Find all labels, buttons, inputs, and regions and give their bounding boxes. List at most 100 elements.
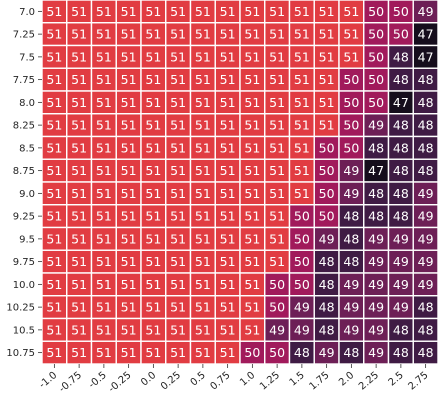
cell-value-label: 51: [195, 95, 211, 110]
cell-value-label: 49: [393, 277, 409, 292]
cell-value-label: 51: [145, 95, 161, 110]
cell-value-label: 49: [393, 231, 409, 246]
cell-value-label: 51: [269, 72, 285, 87]
cell-value-label: 49: [393, 254, 409, 269]
cell-value-label: 47: [418, 27, 434, 42]
cell-value-label: 51: [244, 118, 260, 133]
cell-value-label: 51: [195, 254, 211, 269]
x-tick-label: 1.5: [288, 370, 307, 389]
cell-value-label: 51: [269, 163, 285, 178]
y-tick-label: 10.5: [13, 325, 35, 336]
x-tick-label: -0.25: [107, 370, 134, 395]
cell-value-label: 50: [343, 118, 359, 133]
cell-value-label: 51: [46, 300, 62, 315]
cell-value-label: 51: [170, 254, 186, 269]
cell-value-label: 51: [121, 209, 137, 224]
cell-value-label: 49: [343, 300, 359, 315]
cell-value-label: 51: [319, 72, 335, 87]
y-tick-label: 8.5: [19, 143, 35, 154]
cell-value-label: 51: [71, 209, 87, 224]
cell-value-label: 48: [393, 322, 409, 337]
cell-value-label: 48: [418, 140, 434, 155]
y-tick-label: 7.0: [19, 7, 35, 18]
cell-value-label: 49: [418, 254, 434, 269]
cell-value-label: 51: [244, 254, 260, 269]
cell-value-label: 48: [418, 322, 434, 337]
cell-value-label: 51: [170, 209, 186, 224]
x-tick-label: 0.5: [189, 370, 208, 389]
cell-value-label: 51: [220, 49, 236, 64]
y-tick-label: 7.25: [13, 30, 35, 41]
cell-value-label: 51: [244, 277, 260, 292]
cell-value-label: 51: [46, 277, 62, 292]
cell-value-label: 51: [269, 186, 285, 201]
x-tick-label: -0.75: [57, 370, 84, 395]
cell-value-label: 51: [96, 118, 112, 133]
cell-value-label: 51: [121, 95, 137, 110]
y-tick-label: 8.25: [13, 121, 35, 132]
cell-value-label: 48: [418, 345, 434, 360]
cell-value-label: 51: [96, 254, 112, 269]
cell-value-label: 51: [71, 49, 87, 64]
cell-value-label: 51: [269, 118, 285, 133]
cell-value-label: 51: [244, 49, 260, 64]
cell-value-label: 51: [46, 209, 62, 224]
y-tick-label: 10.75: [6, 348, 35, 359]
cell-value-label: 50: [294, 209, 310, 224]
cell-value-label: 51: [170, 322, 186, 337]
cell-value-label: 51: [121, 163, 137, 178]
cell-value-label: 47: [368, 163, 384, 178]
cell-value-label: 51: [170, 140, 186, 155]
cell-value-label: 51: [121, 72, 137, 87]
cell-value-label: 50: [319, 209, 335, 224]
cell-value-label: 51: [244, 322, 260, 337]
cell-value-label: 51: [244, 140, 260, 155]
cell-value-label: 48: [319, 322, 335, 337]
cell-value-label: 51: [145, 27, 161, 42]
cell-value-label: 51: [244, 72, 260, 87]
cell-value-label: 51: [96, 163, 112, 178]
cell-value-label: 50: [294, 254, 310, 269]
cell-value-label: 51: [71, 254, 87, 269]
cell-value-label: 51: [244, 95, 260, 110]
y-axis-tick-labels: 7.0 7.25 7.5 7.75 8.0 8.25 8.5 8.75 9.0 9.25 9.5 9.…: [6, 7, 42, 359]
cell-value-label: 51: [244, 186, 260, 201]
cell-value-label: 51: [195, 186, 211, 201]
cell-value-label: 48: [393, 49, 409, 64]
x-axis-tick-labels: -1.0-0.75 -0.5-0.25 0.0 0.25 0.5 0.75 1.0 1.25 1…: [37, 364, 431, 395]
cell-value-label: 51: [170, 4, 186, 19]
cell-value-label: 51: [195, 300, 211, 315]
cell-value-label: 50: [343, 95, 359, 110]
cell-value-label: 51: [269, 95, 285, 110]
cell-value-label: 51: [220, 345, 236, 360]
cell-value-label: 51: [195, 322, 211, 337]
cell-value-label: 51: [71, 140, 87, 155]
cell-value-label: 51: [121, 345, 137, 360]
cell-value-label: 51: [319, 4, 335, 19]
cell-value-label: 50: [294, 231, 310, 246]
cell-value-label: 51: [269, 49, 285, 64]
cell-value-label: 48: [393, 186, 409, 201]
cell-value-label: 51: [96, 95, 112, 110]
cell-value-label: 49: [368, 231, 384, 246]
cell-value-label: 51: [71, 72, 87, 87]
cell-value-label: 51: [294, 118, 310, 133]
cell-value-label: 51: [46, 186, 62, 201]
cell-value-label: 48: [319, 300, 335, 315]
cell-value-label: 51: [195, 231, 211, 246]
cell-value-label: 49: [418, 186, 434, 201]
cell-value-label: 48: [294, 345, 310, 360]
cell-value-label: 51: [145, 209, 161, 224]
cell-value-label: 51: [121, 322, 137, 337]
cell-value-label: 51: [170, 186, 186, 201]
y-tick-label: 10.0: [13, 280, 35, 291]
cell-value-label: 48: [393, 72, 409, 87]
cell-value-label: 51: [96, 49, 112, 64]
cell-value-label: 51: [46, 254, 62, 269]
cell-value-label: 48: [368, 209, 384, 224]
cell-value-label: 51: [145, 231, 161, 246]
cell-value-label: 51: [145, 140, 161, 155]
cell-value-label: 51: [46, 231, 62, 246]
y-tick-label: 8.75: [13, 166, 35, 177]
cell-value-label: 49: [393, 300, 409, 315]
